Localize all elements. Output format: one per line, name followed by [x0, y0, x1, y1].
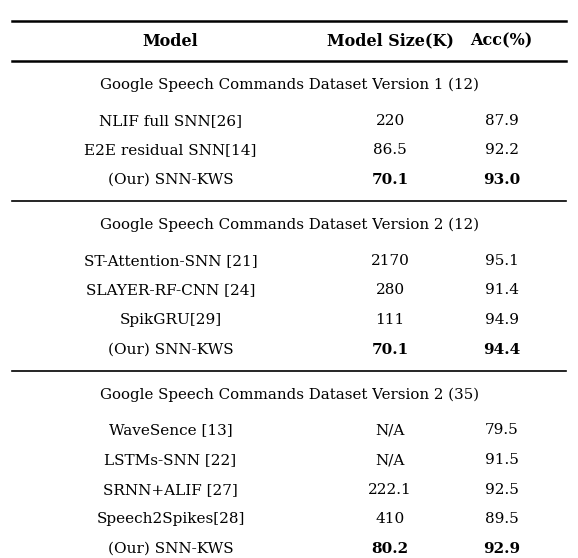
Text: (Our) SNN-KWS: (Our) SNN-KWS	[108, 173, 234, 187]
Text: E2E residual SNN[14]: E2E residual SNN[14]	[84, 143, 257, 157]
Text: Acc(%): Acc(%)	[470, 33, 533, 50]
Text: 91.5: 91.5	[485, 453, 518, 467]
Text: N/A: N/A	[376, 453, 405, 467]
Text: 92.5: 92.5	[485, 483, 518, 497]
Text: 94.4: 94.4	[483, 343, 520, 357]
Text: 94.9: 94.9	[485, 313, 518, 327]
Text: 70.1: 70.1	[372, 343, 409, 357]
Text: (Our) SNN-KWS: (Our) SNN-KWS	[108, 343, 234, 357]
Text: 91.4: 91.4	[485, 283, 518, 297]
Text: 89.5: 89.5	[485, 512, 518, 526]
Text: SRNN+ALIF [27]: SRNN+ALIF [27]	[103, 483, 238, 497]
Text: 220: 220	[376, 114, 405, 128]
Text: 111: 111	[376, 313, 405, 327]
Text: 70.1: 70.1	[372, 173, 409, 187]
Text: 95.1: 95.1	[485, 254, 518, 268]
Text: Google Speech Commands Dataset Version 2 (12): Google Speech Commands Dataset Version 2…	[99, 218, 479, 232]
Text: 92.9: 92.9	[483, 542, 520, 556]
Text: 280: 280	[376, 283, 405, 297]
Text: Model: Model	[143, 33, 198, 50]
Text: Google Speech Commands Dataset Version 2 (35): Google Speech Commands Dataset Version 2…	[99, 387, 479, 402]
Text: 2170: 2170	[370, 254, 410, 268]
Text: Model Size(K): Model Size(K)	[327, 33, 454, 50]
Text: 222.1: 222.1	[368, 483, 412, 497]
Text: WaveSence [13]: WaveSence [13]	[109, 424, 232, 437]
Text: SLAYER-RF-CNN [24]: SLAYER-RF-CNN [24]	[86, 283, 255, 297]
Text: 410: 410	[376, 512, 405, 526]
Text: SpikGRU[29]: SpikGRU[29]	[120, 313, 221, 327]
Text: 79.5: 79.5	[485, 424, 518, 437]
Text: 80.2: 80.2	[372, 542, 409, 556]
Text: Speech2Spikes[28]: Speech2Spikes[28]	[97, 512, 244, 526]
Text: ST-Attention-SNN [21]: ST-Attention-SNN [21]	[84, 254, 257, 268]
Text: N/A: N/A	[376, 424, 405, 437]
Text: 92.2: 92.2	[485, 143, 518, 157]
Text: (Our) SNN-KWS: (Our) SNN-KWS	[108, 542, 234, 556]
Text: 86.5: 86.5	[373, 143, 407, 157]
Text: 93.0: 93.0	[483, 173, 520, 187]
Text: NLIF full SNN[26]: NLIF full SNN[26]	[99, 114, 242, 128]
Text: LSTMs-SNN [22]: LSTMs-SNN [22]	[105, 453, 236, 467]
Text: 87.9: 87.9	[485, 114, 518, 128]
Text: Google Speech Commands Dataset Version 1 (12): Google Speech Commands Dataset Version 1…	[99, 78, 479, 92]
